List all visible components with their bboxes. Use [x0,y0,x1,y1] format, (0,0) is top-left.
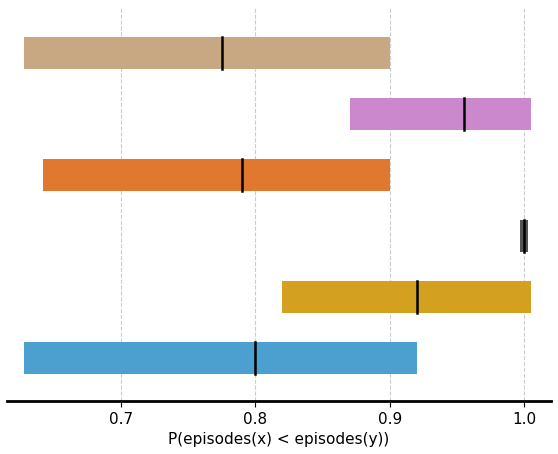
Bar [25,37,390,69]
Bar [282,281,531,313]
X-axis label: P(episodes(x) < episodes(y)): P(episodes(x) < episodes(y)) [169,432,389,447]
Bar [43,159,390,191]
Bar [349,98,531,130]
Bar [520,220,528,252]
Bar [25,342,417,374]
